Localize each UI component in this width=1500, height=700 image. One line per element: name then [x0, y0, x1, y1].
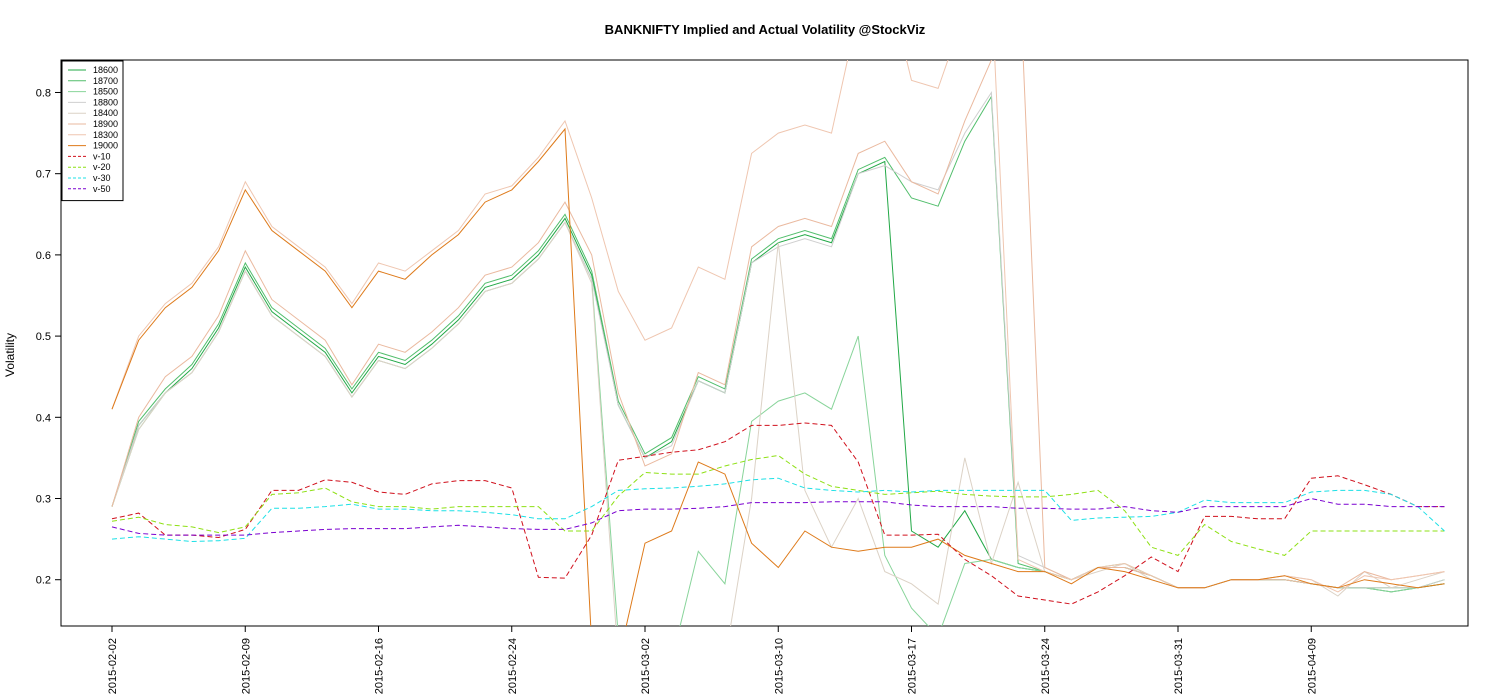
legend-label: 18500	[93, 87, 118, 97]
legend-label: 19000	[93, 141, 118, 151]
series-line-18500	[111, 221, 1445, 626]
x-axis: 2015-02-02 2015-02-09 2015-02-16 2015-02-24…	[107, 626, 1318, 694]
plot-frame	[60, 59, 1469, 627]
series-line-v-50	[111, 497, 1445, 536]
series-line-18300	[111, 60, 1445, 593]
series-lines	[111, 60, 1445, 626]
y-tick-label: 0.6	[36, 250, 51, 262]
legend-label: v-30	[93, 173, 111, 183]
x-tick-label: 2015-04-09	[1306, 638, 1318, 694]
series-line-v-30	[111, 477, 1445, 543]
legend-label: 18800	[93, 97, 118, 107]
y-tick-label: 0.8	[36, 87, 51, 99]
legend-box	[61, 60, 124, 202]
legend-label: 18400	[93, 108, 118, 118]
y-tick-label: 0.4	[36, 412, 51, 424]
series-line-18400	[111, 221, 1445, 626]
x-tick-label: 2015-02-09	[240, 638, 252, 694]
series-line-v-10	[111, 422, 1445, 605]
series-line-19000	[111, 127, 1445, 626]
series-line-18800	[111, 90, 1445, 589]
x-tick-label: 2015-02-02	[107, 638, 119, 694]
y-tick-label: 0.7	[36, 169, 51, 181]
legend-label: 18900	[93, 119, 118, 129]
series-line-18900	[111, 60, 1445, 589]
y-tick-label: 0.3	[36, 494, 51, 506]
series-line-v-20	[111, 454, 1445, 556]
y-axis: 0.2 0.3 0.4 0.5 0.6 0.7 0.8	[36, 87, 61, 587]
legend-label: v-50	[93, 184, 111, 194]
legend-label: v-10	[93, 151, 111, 161]
y-tick-label: 0.5	[36, 331, 51, 343]
x-tick-label: 2015-03-17	[907, 638, 919, 694]
x-tick-label: 2015-03-10	[773, 638, 785, 694]
legend: 1860018700185001880018400189001830019000…	[61, 60, 124, 202]
chart-title: BANKNIFTY Implied and Actual Volatility …	[604, 22, 926, 37]
legend-label: 18700	[93, 76, 118, 86]
x-tick-label: 2015-03-31	[1173, 638, 1185, 694]
legend-label: v-20	[93, 162, 111, 172]
legend-label: 18300	[93, 130, 118, 140]
x-tick-label: 2015-03-24	[1040, 638, 1052, 694]
y-tick-label: 0.2	[36, 575, 51, 587]
x-tick-label: 2015-03-02	[640, 638, 652, 694]
x-tick-label: 2015-02-24	[507, 638, 519, 694]
legend-label: 18600	[93, 65, 118, 75]
x-tick-label: 2015-02-16	[374, 638, 386, 694]
